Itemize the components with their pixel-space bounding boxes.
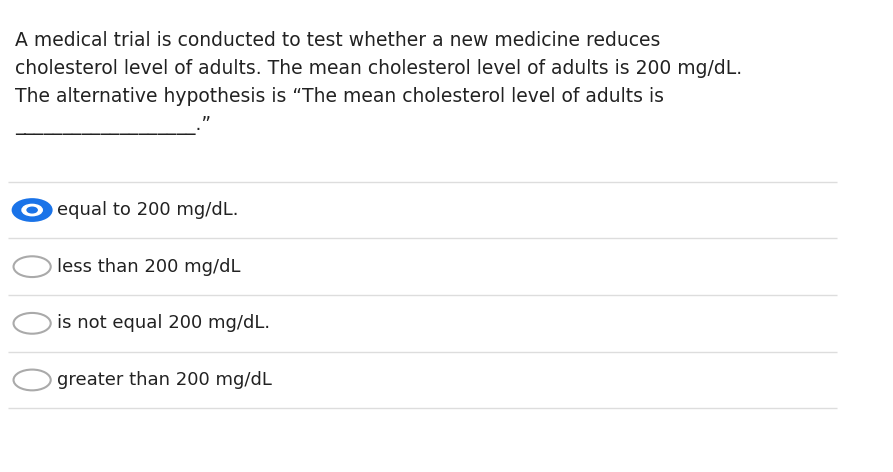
Text: is not equal 200 mg/dL.: is not equal 200 mg/dL. <box>57 314 271 332</box>
Text: greater than 200 mg/dL: greater than 200 mg/dL <box>57 371 272 389</box>
Text: A medical trial is conducted to test whether a new medicine reduces: A medical trial is conducted to test whe… <box>15 31 661 50</box>
Circle shape <box>13 313 51 334</box>
Text: The alternative hypothesis is “The mean cholesterol level of adults is: The alternative hypothesis is “The mean … <box>15 87 664 106</box>
Circle shape <box>13 199 52 221</box>
Text: cholesterol level of adults. The mean cholesterol level of adults is 200 mg/dL.: cholesterol level of adults. The mean ch… <box>15 59 742 78</box>
Circle shape <box>13 370 51 390</box>
Text: less than 200 mg/dL: less than 200 mg/dL <box>57 258 241 276</box>
Text: ___________________.”: ___________________.” <box>15 116 212 135</box>
Circle shape <box>13 256 51 277</box>
Circle shape <box>22 204 42 216</box>
Circle shape <box>27 207 38 213</box>
Text: equal to 200 mg/dL.: equal to 200 mg/dL. <box>57 201 239 219</box>
